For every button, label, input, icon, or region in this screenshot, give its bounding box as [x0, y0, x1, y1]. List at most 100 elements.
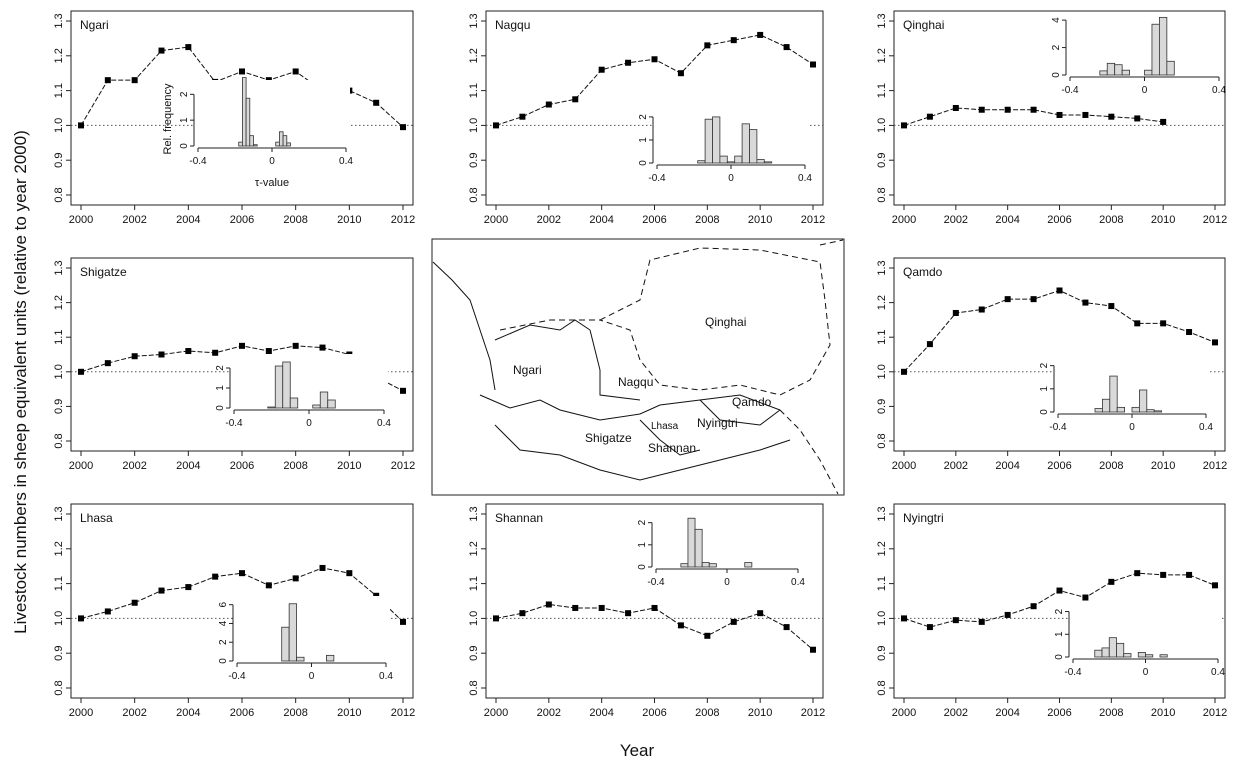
inset-x-axis-label: τ-value — [255, 177, 289, 189]
inset-y-tick-label: 0 — [1054, 654, 1065, 660]
data-point — [158, 587, 165, 594]
histogram-bar — [687, 517, 696, 568]
inset-y-tick-label: 1 — [1054, 631, 1065, 637]
data-point — [1056, 587, 1063, 594]
histogram-bar — [327, 399, 336, 409]
y-tick-label: 0.9 — [53, 399, 65, 414]
data-point — [1134, 570, 1141, 577]
data-point — [545, 601, 552, 608]
data-point — [926, 341, 933, 348]
inset-histogram-nagqu: -0.4 0 0.4 0 1 2 — [638, 106, 812, 187]
histogram-bar — [1101, 647, 1110, 658]
x-tick-label: 2008 — [283, 707, 307, 719]
y-tick-label: 1.0 — [53, 611, 65, 626]
x-tick-label: 2004 — [995, 460, 1019, 472]
y-tick-label: 1.2 — [876, 48, 888, 63]
histogram-bar — [253, 144, 258, 147]
data-point — [901, 615, 907, 622]
histogram-bar — [1094, 408, 1103, 413]
x-tick-label: 2006 — [1047, 707, 1071, 719]
y-tick-label: 0.9 — [53, 646, 65, 661]
inset-histogram-shannan: -0.4 0 0.4 0 1 2 — [637, 512, 805, 591]
inset-x-tick-label: -0.4 — [1049, 422, 1067, 433]
data-point — [952, 617, 959, 624]
histogram-bar — [1166, 60, 1175, 76]
map-border-south — [479, 394, 781, 421]
data-point — [319, 564, 326, 571]
inset-histogram-qamdo: -0.4 0 0.4 0 1 2 — [1039, 357, 1213, 436]
data-point — [757, 31, 764, 38]
map-label-lhasa: Lhasa — [651, 421, 679, 432]
x-tick-label: 2010 — [337, 214, 361, 226]
inset-y-tick-label: 1 — [638, 137, 649, 143]
data-point — [1082, 299, 1089, 306]
inset-x-tick-label: 0.4 — [1211, 667, 1225, 678]
x-tick-label: 2004 — [589, 214, 613, 226]
panel-title: Qamdo — [903, 265, 943, 279]
data-point — [810, 61, 816, 68]
inset-y-tick-label: 1 — [1039, 386, 1050, 392]
data-point — [1030, 603, 1037, 610]
histogram-bar — [763, 161, 773, 164]
map-label-ngari: Ngari — [513, 363, 542, 377]
histogram-bar — [1123, 653, 1132, 658]
panel-title: Ngari — [80, 18, 109, 32]
inset-x-tick-label: 0.4 — [339, 156, 353, 167]
data-point — [598, 604, 605, 611]
inset-y-tick-label: 0 — [638, 160, 649, 166]
histogram-bar — [726, 161, 736, 164]
y-tick-label: 0.9 — [468, 153, 480, 168]
histogram-bar — [694, 528, 703, 568]
data-point — [78, 122, 84, 129]
y-tick-label: 0.8 — [468, 187, 480, 202]
x-tick-label: 2002 — [537, 707, 561, 719]
histogram-bar — [1116, 406, 1125, 413]
data-point — [400, 618, 406, 625]
inset-background — [230, 354, 388, 432]
y-tick-label: 1.3 — [53, 506, 65, 521]
data-point — [185, 584, 192, 591]
map-border-west — [432, 261, 496, 391]
data-point — [1108, 113, 1115, 120]
data-point — [104, 77, 111, 84]
histogram-bar — [1131, 406, 1140, 413]
x-tick-label: 2002 — [122, 707, 146, 719]
inset-y-tick-label: 1 — [179, 117, 190, 123]
data-point — [572, 604, 579, 611]
x-tick-label: 2002 — [944, 460, 968, 472]
data-point — [978, 106, 985, 113]
x-tick-label: 2004 — [176, 214, 200, 226]
data-point — [1108, 578, 1115, 585]
x-tick-label: 2010 — [748, 214, 772, 226]
data-point — [730, 37, 737, 44]
histogram-bar — [749, 129, 758, 164]
histogram-bar — [282, 135, 288, 147]
y-tick-label: 1.1 — [876, 83, 888, 98]
inset-background — [233, 596, 390, 685]
x-tick-label: 2002 — [122, 214, 146, 226]
histogram-bar — [744, 562, 753, 568]
histogram-bar — [1145, 654, 1154, 658]
panel-title: Nagqu — [495, 18, 530, 32]
map-boundary-northeast — [819, 239, 844, 246]
x-tick-label: 2000 — [69, 460, 93, 472]
data-point — [625, 59, 632, 66]
inset-x-tick-label: 0.4 — [798, 173, 812, 184]
y-tick-label: 1.1 — [876, 330, 888, 345]
data-point — [400, 387, 406, 394]
x-tick-label: 2012 — [391, 460, 415, 472]
data-point — [1212, 339, 1218, 346]
data-point — [131, 599, 138, 606]
panel-title: Qinghai — [903, 18, 944, 32]
map-label-nyingtri: Nyingtri — [697, 416, 738, 430]
inset-histogram-qinghai: -0.4 0 0.4 0 2 4 — [1051, 12, 1226, 99]
inset-y-tick-label: 2 — [637, 519, 648, 525]
histogram-bar — [1106, 62, 1116, 76]
histogram-bar — [288, 603, 297, 662]
data-point — [78, 368, 84, 375]
data-point — [783, 624, 790, 631]
histogram-bar — [274, 365, 284, 409]
data-point — [783, 44, 790, 51]
